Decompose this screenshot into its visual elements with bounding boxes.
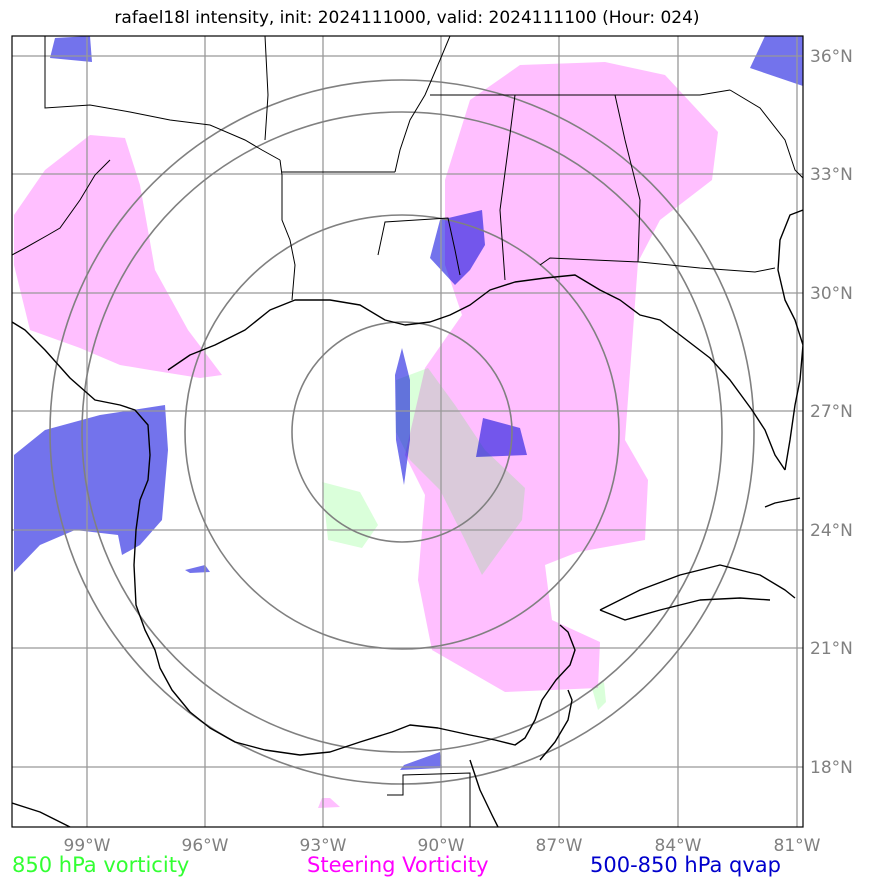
coastline-cuba — [599, 564, 796, 621]
coastlines — [12, 209, 803, 827]
border-texas-oklahoma — [44, 36, 281, 161]
border-louisiana-mississippi — [377, 217, 461, 276]
vorticity-850-area-east — [592, 682, 606, 710]
lon-tick-label: 81°W — [774, 836, 821, 856]
lat-tick-label: 24°N — [810, 521, 853, 541]
coastline-florida-east — [777, 209, 803, 471]
legend-steering-vorticity: Steering Vorticity — [307, 853, 489, 877]
lon-tick-label: 84°W — [655, 836, 702, 856]
border-tennessee — [430, 89, 731, 96]
qvap-area-louisiana — [430, 210, 485, 285]
qvap-area-south — [400, 752, 442, 770]
lat-tick-labels: 18°N 21°N 24°N 27°N 30°N 33°N 36°N — [810, 47, 853, 778]
steering-vorticity-area-texas — [14, 135, 222, 378]
plot-frame — [11, 35, 804, 828]
lat-tick-label: 18°N — [810, 758, 853, 778]
legend-qvap: 500-850 hPa qvap — [590, 853, 781, 877]
border-mississippi-alabama — [499, 94, 516, 281]
range-ring-4 — [49, 79, 755, 785]
border-mexico-guatemala — [387, 772, 471, 827]
legend-850-hpa-vorticity: 850 hPa vorticity — [12, 853, 190, 877]
coastline-yucatan — [539, 689, 573, 761]
range-ring-3 — [81, 111, 723, 753]
border-georgia-sc — [729, 89, 803, 179]
map-title: rafael18l intensity, init: 2024111000, v… — [114, 8, 700, 28]
state-borders — [12, 36, 803, 827]
vorticity-850-layer — [322, 368, 606, 710]
qvap-area-gulf-streak — [395, 348, 410, 485]
vorticity-850-area-west — [322, 482, 378, 548]
lon-tick-labels: 99°W 96°W 93°W 90°W 87°W 84°W 81°W — [64, 836, 821, 856]
lon-tick-label: 90°W — [418, 836, 465, 856]
lon-tick-label: 93°W — [300, 836, 347, 856]
lon-tick-label: 99°W — [64, 836, 111, 856]
coastline-gulf-north — [167, 274, 786, 471]
coastline-keys — [764, 497, 801, 508]
qvap-area-northwest — [50, 36, 92, 62]
border-texas-louisiana — [279, 159, 296, 301]
border-kansas — [264, 36, 269, 141]
lat-tick-label: 21°N — [810, 639, 853, 659]
qvap-area-gulf-east — [476, 418, 527, 457]
lon-tick-label: 96°W — [182, 836, 229, 856]
coastline-gulf-west — [12, 321, 576, 756]
lat-tick-label: 27°N — [810, 402, 853, 422]
border-us-mexico — [12, 159, 111, 256]
border-florida-panhandle — [539, 257, 776, 273]
coastline-belize — [469, 759, 499, 827]
border-alabama-georgia — [614, 94, 641, 263]
lon-tick-label: 87°W — [536, 836, 583, 856]
range-ring-2 — [184, 214, 620, 650]
lat-tick-label: 33°N — [810, 165, 853, 185]
border-mississippi-river — [394, 36, 451, 173]
range-ring-1 — [291, 321, 513, 543]
range-rings — [49, 79, 755, 785]
qvap-area-speck — [185, 565, 210, 573]
qvap-area-northeast — [750, 36, 803, 86]
lat-tick-label: 36°N — [810, 47, 853, 67]
coastline-mexico-pacific — [12, 802, 71, 827]
lat-tick-label: 30°N — [810, 284, 853, 304]
grid-lines — [12, 36, 803, 827]
vorticity-850-area-center — [396, 368, 525, 575]
